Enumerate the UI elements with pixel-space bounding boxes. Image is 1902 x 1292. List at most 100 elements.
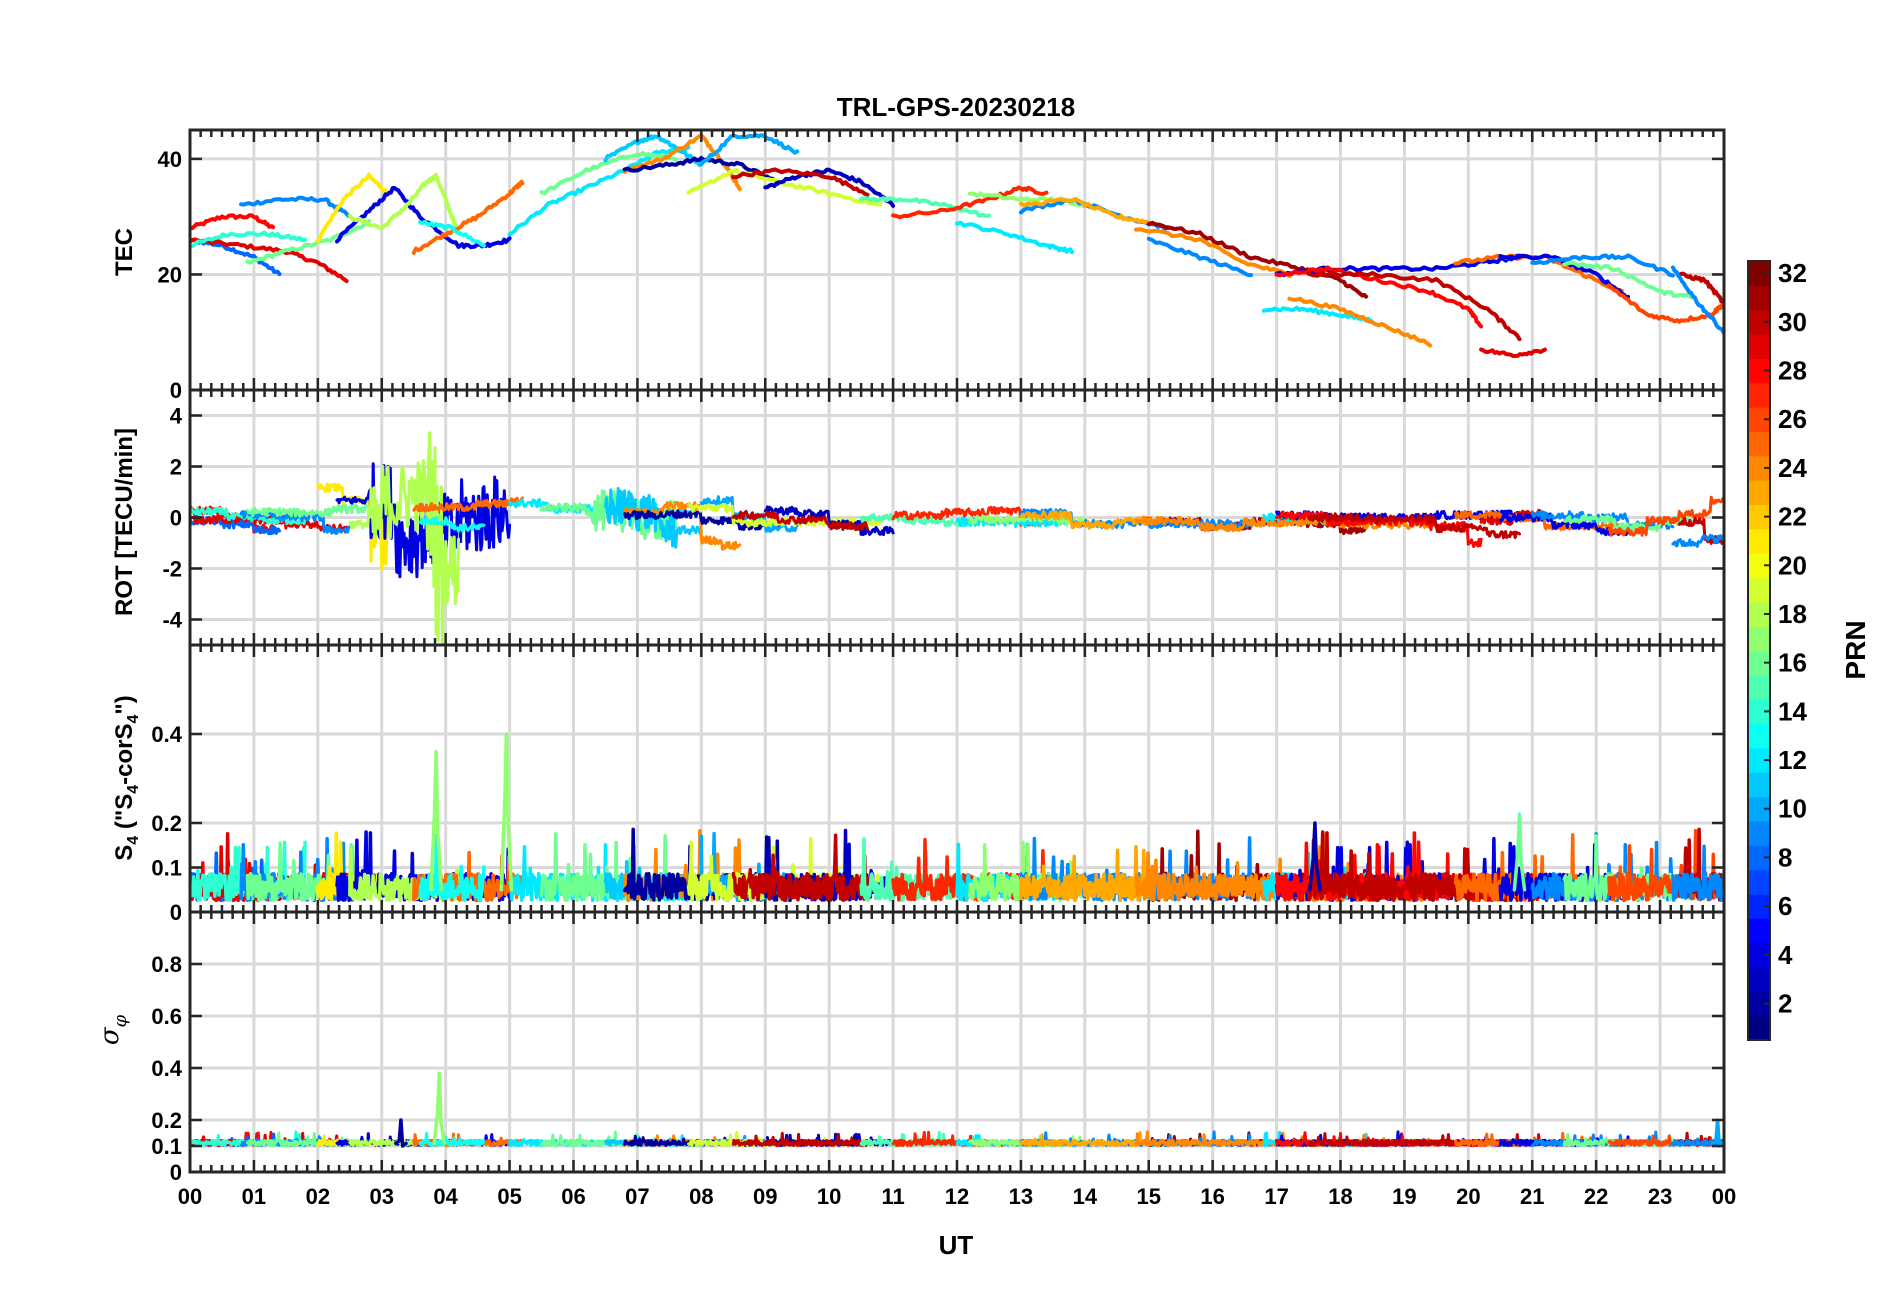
y-tick-label: 0.2 [151, 811, 182, 836]
tec-trace-prn-17 [967, 191, 1087, 209]
tec-trace-prn-24 [1287, 296, 1432, 348]
y-tick-label: 0.6 [151, 1004, 182, 1029]
figure-title: TRL-GPS-20230218 [837, 92, 1075, 122]
tec-trace-prn-12 [955, 220, 1075, 255]
colorbar-segment [1748, 528, 1770, 554]
tec-trace-prn-9 [1530, 253, 1675, 278]
colorbar-tick-label: 6 [1778, 891, 1792, 921]
tec-trace-prn-30 [1306, 270, 1522, 342]
panel-3: 00.10.2 0.4 0.6 0.8 [151, 910, 1726, 1185]
rot-trace-prn-24 [623, 501, 742, 551]
tec-trace-prn-4 [335, 186, 512, 250]
tec-trace-prn-29 [190, 237, 349, 284]
x-tick-label: 17 [1264, 1184, 1288, 1209]
tec-trace-prn-23 [1018, 197, 1151, 225]
tec-trace-prn-13 [418, 219, 486, 248]
colorbar-tick-label: 18 [1778, 599, 1807, 629]
tec-trace-prn-3 [763, 167, 896, 208]
rot-trace-prn-9 [1671, 533, 1724, 548]
x-tick-label: 21 [1520, 1184, 1544, 1209]
tec-trace-prn-16 [245, 219, 371, 265]
colorbar-segment [1748, 261, 1770, 286]
x-tick-label: 01 [242, 1184, 266, 1209]
y-tick-label: 0.1 [151, 856, 182, 881]
s4-y-label: S4 ("S4-corS4") [111, 695, 142, 861]
s4-trace-prn-9 [1671, 844, 1724, 902]
colorbar-segment [1748, 382, 1770, 408]
tec-trace-prn-27 [891, 185, 1049, 220]
panel-2: 0 0.1 0.2 0.4 [151, 643, 1726, 925]
colorbar-segment [1748, 577, 1770, 603]
colorbar-tick-label: 10 [1778, 794, 1807, 824]
x-tick-label: 20 [1456, 1184, 1480, 1209]
x-tick-label: 23 [1648, 1184, 1672, 1209]
rot-trace-prn-26 [1607, 495, 1724, 537]
tec-trace-prn-9 [1146, 236, 1253, 278]
x-tick-label: 11 [881, 1184, 904, 1209]
sigma-phi-trace-prn-23 [1019, 1131, 1151, 1147]
tec-trace-prn-26 [1606, 283, 1724, 324]
colorbar-tick-label: 24 [1778, 453, 1807, 483]
y-tick-label: -2 [162, 557, 182, 582]
rot-trace-prn-23 [1019, 510, 1151, 530]
rot-trace-prn-9 [239, 509, 352, 535]
y-tick-label: 0.4 [151, 722, 182, 747]
colorbar-tick-label: 4 [1778, 940, 1793, 970]
y-tick-label: 0.1 [151, 1134, 182, 1159]
colorbar-tick-label: 22 [1778, 502, 1807, 532]
tec-trace-prn-16 [539, 150, 678, 196]
colorbar-segment [1748, 285, 1770, 311]
s4-trace-prn-24 [1134, 851, 1292, 902]
y-tick-label: -4 [162, 608, 182, 633]
y-tick-label: 40 [158, 147, 182, 172]
y-tick-label: 0.4 [151, 1056, 182, 1081]
rot-trace-prn-4 [335, 462, 512, 579]
rot-y-label: ROT [TECU/min] [111, 428, 138, 616]
colorbar-segment [1748, 650, 1770, 676]
rot-trace-prn-11 [604, 487, 703, 549]
x-tick-label: 07 [625, 1184, 649, 1209]
tec-trace-prn-25 [411, 179, 525, 255]
peak-prn-16 [1512, 812, 1527, 892]
rot-trace-prn-30 [731, 509, 869, 532]
rot-trace-prn-30 [1307, 512, 1521, 540]
colorbar-segment [1748, 796, 1770, 822]
rot-trace-prn-15 [859, 512, 991, 528]
tec-trace-prn-10 [699, 132, 800, 167]
colorbar-tick-label: 26 [1778, 404, 1807, 434]
svg-text:S4 ("S4-corS4"): S4 ("S4-corS4") [111, 695, 142, 861]
tec-trace-prn-2 [622, 156, 780, 186]
tec-trace-prn-12 [507, 145, 691, 237]
colorbar-segment [1748, 309, 1770, 335]
sigma-phi-trace-prn-30 [731, 1131, 869, 1147]
rot-trace-prn-16 [246, 503, 371, 518]
x-tick-label: 06 [561, 1184, 585, 1209]
tec-trace-prn-15 [859, 195, 991, 218]
tec-trace-prn-21 [315, 172, 391, 243]
colorbar-segment [1748, 820, 1770, 846]
colorbar-segment [1748, 431, 1770, 457]
colorbar-segment [1748, 918, 1770, 944]
colorbar-segment [1748, 601, 1770, 627]
colorbar-segment [1748, 893, 1770, 919]
tec-trace-prn-31 [1146, 220, 1369, 299]
panel-1: -4 -2 0 2 4 [162, 388, 1726, 647]
colorbar-tick-label: 32 [1778, 258, 1807, 288]
tec-trace-prn-11 [603, 134, 704, 167]
y-tick-label: 2 [170, 455, 182, 480]
colorbar-tick-label: 16 [1778, 648, 1807, 678]
x-tick-label: 00 [178, 1184, 202, 1209]
s4-trace-prn-30 [731, 833, 870, 902]
colorbar-tick-label: 20 [1778, 550, 1807, 580]
rot-trace-prn-13 [418, 516, 486, 533]
peak-prn-17 [432, 1071, 447, 1146]
tec-trace-prn-30 [1677, 271, 1724, 305]
y-tick-label: 0.8 [151, 952, 182, 977]
colorbar-segment [1748, 942, 1770, 968]
colorbar-segment [1748, 480, 1770, 506]
colorbar-segment [1748, 626, 1770, 652]
colorbar-segment [1748, 358, 1770, 384]
peak-prn-2 [1308, 821, 1322, 892]
